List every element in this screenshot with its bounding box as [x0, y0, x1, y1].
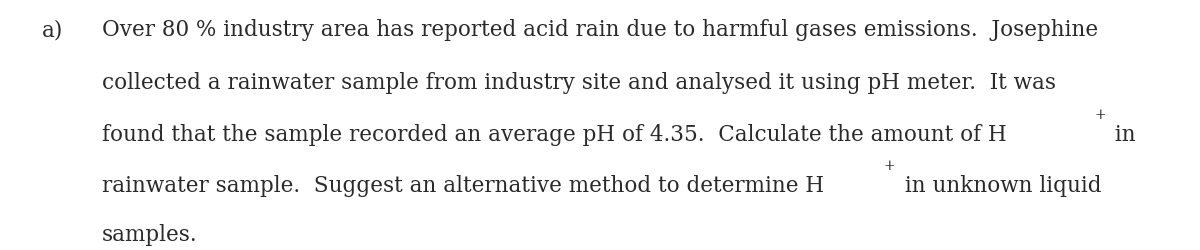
Text: +: + [1094, 108, 1105, 122]
Text: in: in [1109, 124, 1136, 146]
Text: Over 80 % industry area has reported acid rain due to harmful gases emissions.  : Over 80 % industry area has reported aci… [102, 19, 1098, 41]
Text: a): a) [42, 19, 64, 41]
Text: samples.: samples. [102, 224, 198, 246]
Text: +: + [883, 159, 895, 173]
Text: in unknown liquid: in unknown liquid [898, 175, 1102, 197]
Text: collected a rainwater sample from industry site and analysed it using pH meter. : collected a rainwater sample from indust… [102, 72, 1056, 94]
Text: found that the sample recorded an average pH of 4.35.  Calculate the amount of H: found that the sample recorded an averag… [102, 124, 1007, 146]
Text: rainwater sample.  Suggest an alternative method to determine H: rainwater sample. Suggest an alternative… [102, 175, 824, 197]
